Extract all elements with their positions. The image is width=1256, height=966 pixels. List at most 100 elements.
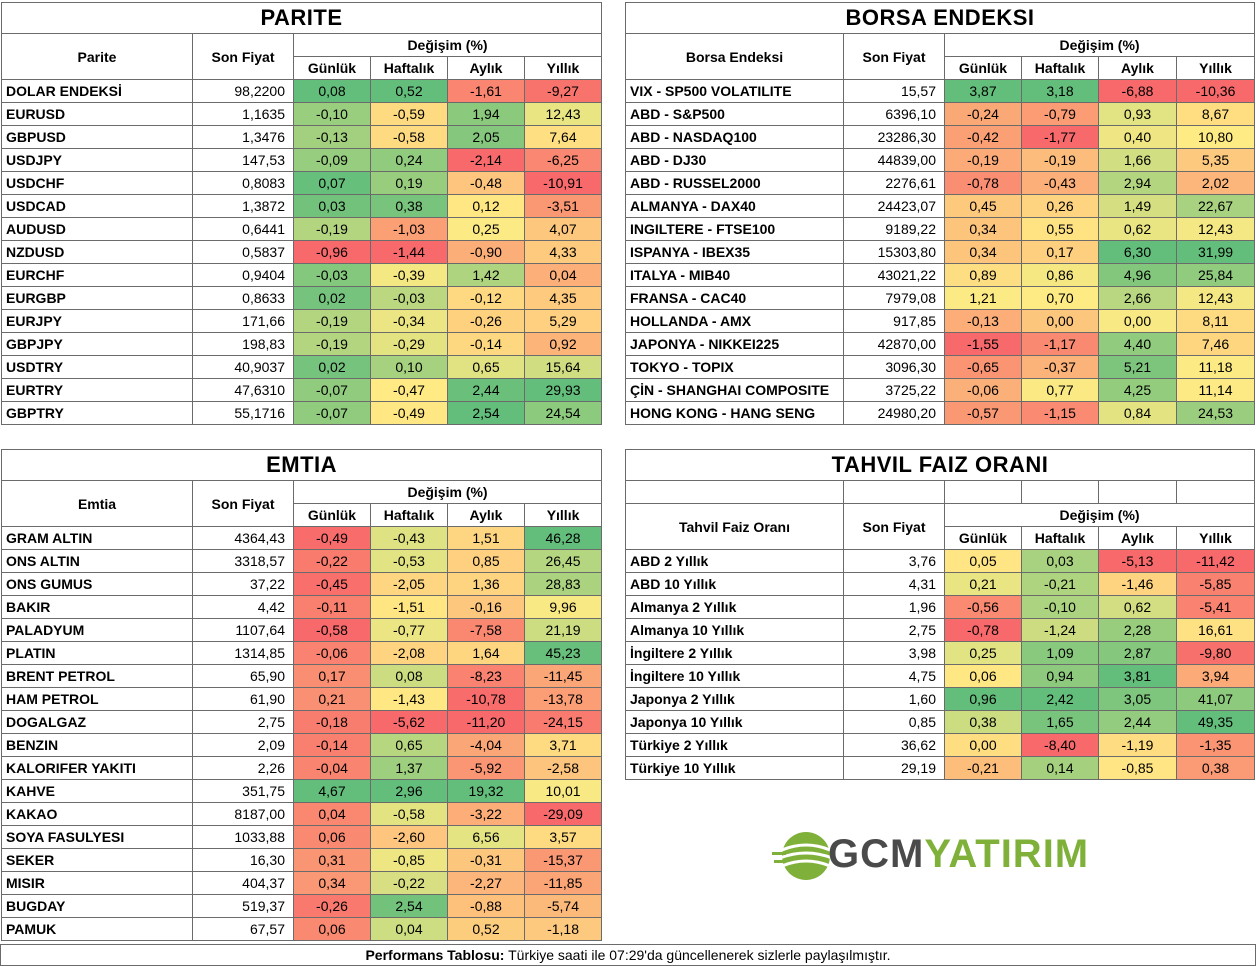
- weekly-change: -0,21: [1021, 572, 1099, 596]
- haftalik-header: Haftalık: [370, 503, 448, 527]
- weekly-change: -0,37: [1021, 355, 1099, 379]
- table-row: USDCHF 0,8083 0,07 0,19 -0,48 -10,91: [1, 171, 603, 195]
- monthly-change: 5,21: [1098, 355, 1177, 379]
- instrument-name: AUDUSD: [1, 217, 193, 241]
- last-price: 9189,22: [843, 217, 945, 241]
- instrument-name: GBPTRY: [1, 401, 193, 425]
- monthly-change: -1,61: [447, 79, 525, 103]
- monthly-change: 1,49: [1098, 194, 1177, 218]
- last-price: 3,76: [843, 549, 945, 573]
- yearly-change: 4,07: [523, 217, 603, 241]
- table-row: JAPONYA - NIKKEI225 42870,00 -1,55 -1,17 4,4…: [625, 332, 1256, 356]
- weekly-change: 0,04: [370, 917, 448, 941]
- haftalik-header: Haftalık: [1021, 56, 1099, 80]
- instrument-name: GBPUSD: [1, 125, 193, 149]
- daily-change: -0,42: [944, 125, 1022, 149]
- yearly-change: -9,27: [523, 79, 603, 103]
- monthly-change: -8,23: [447, 664, 525, 688]
- instrument-name: BENZIN: [1, 733, 193, 757]
- weekly-change: 0,77: [1021, 378, 1099, 402]
- daily-change: 0,07: [293, 171, 371, 195]
- daily-change: -0,06: [944, 378, 1022, 402]
- weekly-change: 0,65: [370, 733, 448, 757]
- instrument-name: KAHVE: [1, 779, 193, 803]
- table-row: AUDUSD 0,6441 -0,19 -1,03 0,25 4,07: [1, 217, 603, 241]
- table-row: HOLLANDA - AMX 917,85 -0,13 0,00 0,00 8,11: [625, 309, 1256, 333]
- instrument-name: PALADYUM: [1, 618, 193, 642]
- borsa-table: BORSA ENDEKSI Borsa Endeksi Son Fiyat De…: [624, 2, 1256, 425]
- son-fiyat-header: Son Fiyat: [843, 33, 945, 80]
- instrument-name: ÇİN - SHANGHAI COMPOSITE: [625, 378, 844, 402]
- yearly-change: 24,54: [523, 401, 603, 425]
- yearly-change: 7,46: [1175, 332, 1256, 356]
- weekly-change: 0,10: [370, 355, 448, 379]
- table-row: ABD 10 Yıllık 4,31 0,21 -0,21 -1,46 -5,85: [625, 572, 1256, 596]
- daily-change: -0,45: [293, 572, 371, 596]
- table-row: BRENT PETROL 65,90 0,17 0,08 -8,23 -11,45: [1, 664, 603, 688]
- monthly-change: 4,96: [1098, 263, 1177, 287]
- table-row: KAHVE 351,75 4,67 2,96 19,32 10,01: [1, 779, 603, 803]
- monthly-change: 1,51: [447, 526, 525, 550]
- table-row: ISPANYA - IBEX35 15303,80 0,34 0,17 6,30 31,9…: [625, 240, 1256, 264]
- borsa-panel: BORSA ENDEKSI Borsa Endeksi Son Fiyat De…: [624, 2, 1256, 425]
- monthly-change: 0,40: [1098, 125, 1177, 149]
- last-price: 37,22: [192, 572, 294, 596]
- weekly-change: 0,86: [1021, 263, 1099, 287]
- last-price: 44839,00: [843, 148, 945, 172]
- last-price: 4,31: [843, 572, 945, 596]
- daily-change: 0,21: [944, 572, 1022, 596]
- instrument-name: Japonya 2 Yıllık: [625, 687, 844, 711]
- table-row: ABD - RUSSEL2000 2276,61 -0,78 -0,43 2,94 2,0…: [625, 171, 1256, 195]
- table-row: KAKAO 8187,00 0,04 -0,58 -3,22 -29,09: [1, 802, 603, 826]
- instrument-name: EURUSD: [1, 102, 193, 126]
- daily-change: 0,38: [944, 710, 1022, 734]
- daily-change: 1,21: [944, 286, 1022, 310]
- instrument-name: USDCHF: [1, 171, 193, 195]
- yearly-change: -6,25: [523, 148, 603, 172]
- weekly-change: -0,58: [370, 125, 448, 149]
- table-row: Almanya 10 Yıllık 2,75 -0,78 -1,24 2,28 16,61: [625, 618, 1256, 642]
- instrument-name: KALORIFER YAKITI: [1, 756, 193, 780]
- borsa-col-name: Borsa Endeksi: [625, 33, 844, 80]
- daily-change: -0,49: [293, 526, 371, 550]
- weekly-change: 0,55: [1021, 217, 1099, 241]
- weekly-change: -1,03: [370, 217, 448, 241]
- yearly-change: 4,35: [523, 286, 603, 310]
- weekly-change: -1,17: [1021, 332, 1099, 356]
- yearly-change: 29,93: [523, 378, 603, 402]
- last-price: 40,9037: [192, 355, 294, 379]
- last-price: 3318,57: [192, 549, 294, 573]
- tahvil-title: TAHVIL FAIZ ORANI: [624, 449, 1256, 481]
- instrument-name: BUGDAY: [1, 894, 193, 918]
- daily-change: 0,06: [293, 825, 371, 849]
- daily-change: -0,07: [293, 378, 371, 402]
- last-price: 519,37: [192, 894, 294, 918]
- last-price: 98,2200: [192, 79, 294, 103]
- yearly-change: 12,43: [1175, 217, 1256, 241]
- last-price: 171,66: [192, 309, 294, 333]
- yearly-change: 12,43: [1175, 286, 1256, 310]
- daily-change: 0,02: [293, 286, 371, 310]
- daily-change: 3,87: [944, 79, 1022, 103]
- daily-change: -0,13: [944, 309, 1022, 333]
- daily-change: -0,18: [293, 710, 371, 734]
- degisim-header: Değişim (%): [292, 33, 603, 57]
- table-row: ABD - S&P500 6396,10 -0,24 -0,79 0,93 8,67: [625, 102, 1256, 126]
- daily-change: -0,09: [293, 148, 371, 172]
- daily-change: 0,06: [293, 917, 371, 941]
- monthly-change: -11,20: [447, 710, 525, 734]
- logo-text: GCMYATIRIM: [828, 832, 1089, 877]
- last-price: 24980,20: [843, 401, 945, 425]
- monthly-change: -0,85: [1098, 756, 1177, 780]
- daily-change: -0,19: [944, 148, 1022, 172]
- last-price: 1,3476: [192, 125, 294, 149]
- emtia-title: EMTIA: [0, 449, 603, 481]
- table-row: BAKIR 4,42 -0,11 -1,51 -0,16 9,96: [1, 595, 603, 619]
- table-row: EURGBP 0,8633 0,02 -0,03 -0,12 4,35: [1, 286, 603, 310]
- yearly-change: -15,37: [523, 848, 603, 872]
- tahvil-col-name: Tahvil Faiz Oranı: [625, 503, 844, 550]
- table-row: ÇİN - SHANGHAI COMPOSITE 3725,22 -0,06 0,77…: [625, 378, 1256, 402]
- degisim-header: Değişim (%): [292, 480, 603, 504]
- instrument-name: SEKER: [1, 848, 193, 872]
- table-row: ALMANYA - DAX40 24423,07 0,45 0,26 1,49 22,67: [625, 194, 1256, 218]
